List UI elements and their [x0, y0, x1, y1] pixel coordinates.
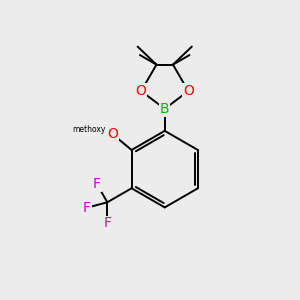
Text: F: F: [93, 177, 101, 191]
Text: F: F: [83, 201, 91, 215]
Text: B: B: [160, 102, 169, 116]
Text: methoxy: methoxy: [73, 125, 106, 134]
Text: F: F: [103, 217, 111, 230]
Text: O: O: [107, 127, 118, 141]
Text: O: O: [136, 84, 147, 98]
Text: O: O: [183, 84, 194, 98]
